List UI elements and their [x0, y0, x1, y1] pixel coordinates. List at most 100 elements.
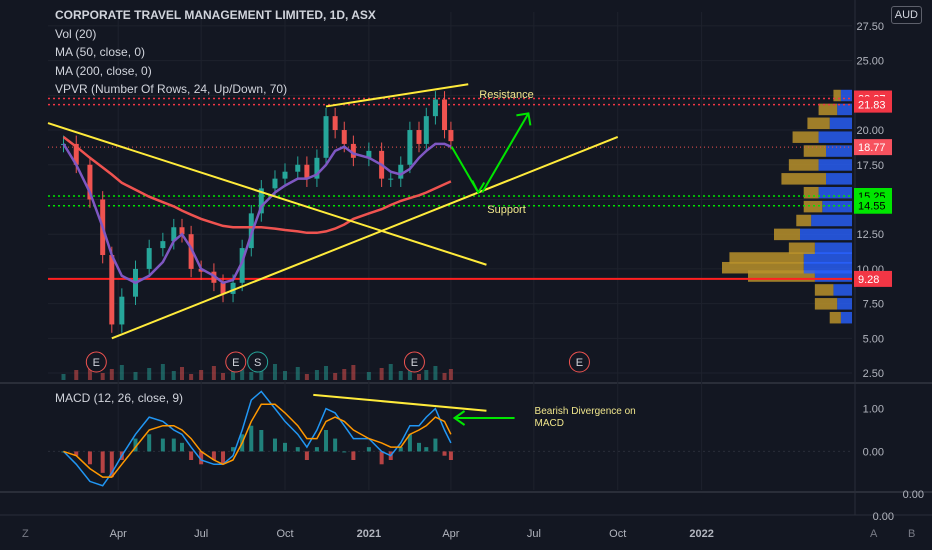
volume-bar	[388, 364, 393, 380]
time-tick-label: Apr	[110, 528, 127, 540]
macd-histogram-bar	[333, 438, 338, 452]
price-tick-label: 7.50	[863, 299, 884, 311]
price-level-tag-text: 18.77	[858, 142, 886, 154]
candle-body	[87, 164, 93, 200]
ma50-indicator-label[interactable]: MA (50, close, 0)	[55, 45, 146, 59]
volume-bar	[351, 365, 356, 380]
price-tick-label: 5.00	[863, 333, 884, 345]
macd-histogram-bar	[442, 451, 447, 456]
volume-bar	[147, 368, 152, 380]
time-tick-label: Apr	[442, 528, 459, 540]
candle-body	[188, 234, 194, 269]
macd-histogram-bar	[87, 451, 92, 465]
time-tick-label: Jul	[527, 528, 541, 540]
volume-bar	[433, 366, 438, 380]
volume-bar	[240, 365, 245, 380]
event-marker	[568, 351, 590, 373]
macd-histogram-bar	[160, 438, 165, 452]
vpvr-up-bar	[803, 252, 852, 264]
log-scale-button[interactable]: B	[908, 528, 916, 540]
event-marker	[225, 351, 247, 373]
macd-histogram-bar	[171, 438, 176, 452]
candle-body	[448, 130, 454, 142]
vpvr-down-bar	[722, 261, 804, 274]
candle-body	[179, 227, 185, 235]
zoom-toggle-button[interactable]: Z	[22, 528, 29, 540]
macd-histogram-bar	[100, 451, 105, 473]
macd-histogram-bar	[324, 430, 329, 452]
support-annotation: Support	[487, 204, 526, 216]
vpvr-up-bar	[840, 311, 852, 324]
currency-badge[interactable]: AUD	[890, 6, 922, 24]
vpvr-down-bar	[829, 311, 841, 324]
macd-histogram-bar	[180, 442, 184, 452]
vpvr-up-bar	[814, 270, 852, 282]
vpvr-down-bar	[788, 242, 815, 255]
vpvr-up-bar	[814, 242, 852, 255]
price-tick-label: 12.50	[856, 229, 884, 241]
volume-bar	[180, 367, 184, 380]
candle-body	[388, 178, 394, 180]
volume-bar	[133, 372, 138, 380]
macd-histogram-bar	[221, 451, 226, 465]
volume-bar	[61, 374, 66, 380]
macd-histogram-bar	[259, 430, 264, 452]
price-level-tag	[854, 96, 892, 113]
pane-extra-label: 0.00	[903, 489, 924, 501]
vpvr-up-bar	[840, 89, 852, 102]
volume-bar	[199, 370, 204, 380]
macd-tick-label: 0.00	[863, 446, 884, 458]
macd-histogram-bar	[448, 451, 453, 460]
macd-indicator-label[interactable]: MACD (12, 26, close, 9)	[55, 391, 184, 405]
vpvr-up-bar	[818, 159, 852, 171]
vpvr-up-bar	[833, 284, 852, 296]
candle-body	[258, 188, 264, 214]
vpvr-down-bar	[807, 117, 830, 130]
vpvr-down-bar	[833, 89, 841, 102]
event-marker-label: E	[93, 357, 100, 369]
macd-histogram-bar	[133, 438, 138, 452]
vpvr-up-bar	[818, 186, 852, 199]
candle-body	[73, 143, 79, 165]
volume-bar	[272, 364, 277, 380]
candle-body	[160, 241, 166, 249]
vpvr-down-bar	[814, 284, 834, 296]
price-tick-label: 17.50	[856, 160, 884, 172]
macd-histogram-bar	[342, 451, 347, 453]
volume-bar	[448, 369, 453, 380]
macd-histogram-bar	[211, 451, 216, 460]
vpvr-up-bar	[800, 228, 852, 241]
candle-body	[350, 143, 356, 158]
vpvr-up-bar	[803, 261, 852, 274]
vpvr-indicator-label[interactable]: VPVR (Number Of Rows, 24, Up/Down, 70)	[55, 82, 288, 96]
macd-divergence-line	[313, 393, 487, 412]
vpvr-down-bar	[748, 270, 815, 282]
volume-bar	[221, 373, 226, 380]
vpvr-down-bar	[788, 159, 819, 171]
macd-histogram-bar	[147, 434, 152, 452]
green-arrow-up	[481, 112, 530, 194]
candle-body	[314, 157, 320, 179]
resistance-annotation: Resistance	[479, 89, 533, 101]
ma200-indicator-label[interactable]: MA (200, close, 0)	[55, 63, 152, 78]
volume-bar	[407, 367, 412, 380]
candle-body	[407, 130, 413, 165]
vpvr-up-bar	[826, 173, 852, 185]
event-marker-label: S	[254, 357, 261, 369]
volume-bar	[295, 367, 300, 380]
volume-bar	[249, 372, 254, 380]
indicator-legend: CORPORATE TRAVEL MANAGEMENT LIMITED, 1D,…	[55, 6, 376, 99]
candle-body	[432, 99, 438, 117]
volume-bar	[160, 364, 165, 380]
vpvr-down-bar	[796, 214, 812, 227]
price-level-tag-text: 14.55	[858, 201, 886, 213]
volume-bar	[87, 366, 92, 380]
price-level-tag-text: 9.28	[858, 274, 879, 286]
candle-body	[423, 116, 429, 144]
price-level-tag	[854, 197, 892, 214]
auto-scale-button[interactable]: A	[870, 528, 878, 540]
event-marker-label: E	[411, 357, 418, 369]
vpvr-down-bar	[774, 228, 800, 241]
volume-indicator-label[interactable]: Vol (20)	[55, 26, 97, 41]
